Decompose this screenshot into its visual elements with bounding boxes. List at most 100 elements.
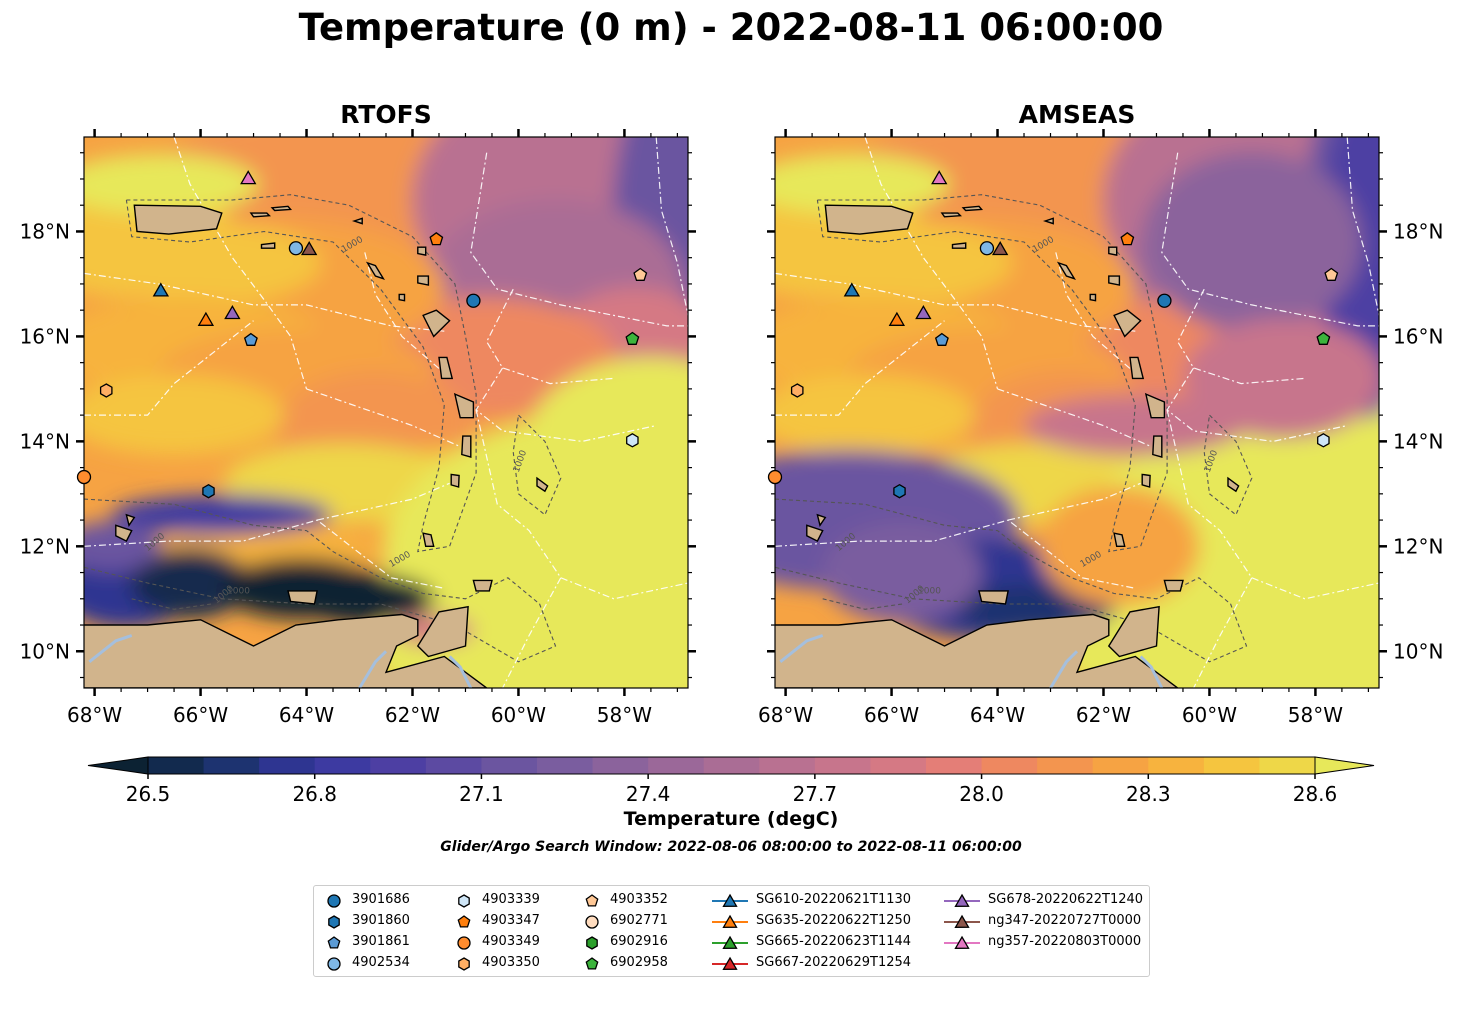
panel-title-amseas: AMSEAS [1018, 100, 1136, 129]
land-stcroix [260, 242, 276, 249]
marker-ng357-20220803T0000[interactable] [240, 170, 257, 185]
legend-marker[interactable] [458, 894, 470, 908]
legend-marker[interactable] [328, 915, 340, 929]
legend-swatch [585, 957, 599, 970]
legend-marker[interactable] [954, 893, 970, 907]
legend-marker[interactable] [327, 957, 341, 971]
marker-4903349[interactable] [767, 469, 783, 485]
colorbar-tick-label: 26.8 [292, 782, 337, 806]
land-anguilla [1042, 217, 1054, 225]
legend-marker[interactable] [722, 935, 738, 949]
land [84, 204, 549, 688]
marker-4903347[interactable] [1120, 231, 1135, 246]
marker-3901686[interactable] [1157, 293, 1172, 308]
marker-SG635-20220622T1250[interactable] [197, 311, 215, 326]
legend-label: SG610-20220621T1130 [756, 892, 912, 907]
land-margarita [978, 590, 1009, 605]
marker-3901686[interactable] [466, 293, 481, 308]
land-stvincent [1141, 473, 1151, 488]
contour-line-1000m [1203, 414, 1253, 516]
marker-4903352[interactable] [633, 267, 648, 281]
axis-ticks: 68°W 66°W 64°W 62°W 60°W 58°W 18°N 16°N 14°N 12°N… [758, 129, 1443, 727]
marker-4903339[interactable] [626, 433, 639, 448]
legend-swatch [327, 936, 341, 949]
legend-marker[interactable] [722, 956, 738, 970]
lon-tick-label: 68°W [758, 703, 813, 727]
eez-line [84, 272, 445, 332]
land-margarita [287, 590, 318, 605]
legend-marker[interactable] [722, 893, 738, 907]
marker-6902958[interactable] [1316, 331, 1331, 345]
lat-tick-label: 12°N [20, 534, 70, 558]
legend-marker[interactable] [586, 936, 598, 950]
river [779, 634, 824, 663]
legend-marker[interactable] [458, 957, 470, 971]
temperature-patch [129, 548, 250, 619]
marker-4903350[interactable] [99, 383, 113, 398]
legend-marker[interactable] [585, 894, 599, 907]
contour-label: 1000 [918, 587, 941, 597]
marker-3901860[interactable] [202, 483, 215, 499]
marker-3901861[interactable] [243, 332, 258, 346]
colorbar-tick-label: 27.4 [626, 782, 671, 806]
colorbar-tick-label: 28.0 [959, 782, 1004, 806]
marker-4902534[interactable] [979, 241, 995, 256]
marker-SG610-20220621T1130[interactable] [152, 282, 170, 297]
marker-4902534[interactable] [288, 241, 304, 256]
contour-line-1000m [125, 194, 477, 553]
marker-4903350[interactable] [790, 383, 804, 398]
legend-label: SG635-20220622T1250 [756, 913, 912, 928]
temperature-field [84, 137, 688, 688]
marker-ng357-20220803T0000[interactable] [931, 170, 948, 185]
colorbar-segment [648, 757, 705, 774]
colorbar-segment [259, 757, 316, 774]
marker-SG635-20220622T1250[interactable] [888, 311, 906, 326]
legend-label: 3901861 [352, 934, 410, 949]
marker-3901861[interactable] [934, 332, 949, 346]
platform-markers [76, 170, 648, 499]
lat-tick-label: 16°N [1393, 324, 1443, 348]
legend-marker[interactable] [722, 914, 738, 928]
legend-marker[interactable] [585, 957, 599, 970]
colorbar-tick-label: 27.7 [793, 782, 838, 806]
legend-label: 4903347 [482, 913, 540, 928]
marker-ng347-20220727T0000[interactable] [991, 241, 1009, 256]
eez-line [1166, 367, 1348, 443]
eez-line [775, 272, 1136, 332]
land-tobago [1163, 579, 1184, 592]
temperature-patch [520, 357, 688, 558]
marker-4903352[interactable] [1324, 267, 1339, 281]
colorbar-segment [314, 757, 371, 774]
marker-3901860[interactable] [893, 483, 906, 499]
legend-marker[interactable] [954, 914, 970, 928]
marker-6902958[interactable] [625, 331, 640, 345]
temperature-patch [1141, 151, 1362, 332]
eez-boundaries [84, 137, 688, 688]
land-curacao [115, 524, 133, 543]
marker-ng347-20220727T0000[interactable] [300, 241, 318, 256]
legend-label: 4903339 [482, 892, 540, 907]
legend-marker[interactable] [457, 915, 471, 928]
eez-line [997, 388, 1152, 448]
marker-4903339[interactable] [1317, 433, 1330, 448]
colorbar-segment [981, 757, 1038, 774]
legend-marker[interactable] [457, 936, 471, 950]
river [358, 650, 388, 688]
marker-SG610-20220621T1130[interactable] [843, 282, 861, 297]
legend-marker[interactable] [327, 894, 341, 908]
legend-marker[interactable] [585, 915, 599, 929]
marker-SG678-20220622T1240[interactable] [915, 305, 932, 320]
legend-swatch [585, 894, 599, 907]
marker-SG678-20220622T1240[interactable] [224, 305, 241, 320]
lat-tick-label: 16°N [20, 324, 70, 348]
marker-4903347[interactable] [429, 231, 444, 246]
legend-swatch [458, 957, 470, 971]
temperature-patch [775, 375, 976, 456]
land-guadeloupe [1113, 309, 1142, 338]
legend-marker[interactable] [954, 935, 970, 949]
land-stlucia [461, 435, 472, 459]
marker-4903349[interactable] [76, 469, 92, 485]
legend-marker[interactable] [327, 936, 341, 949]
